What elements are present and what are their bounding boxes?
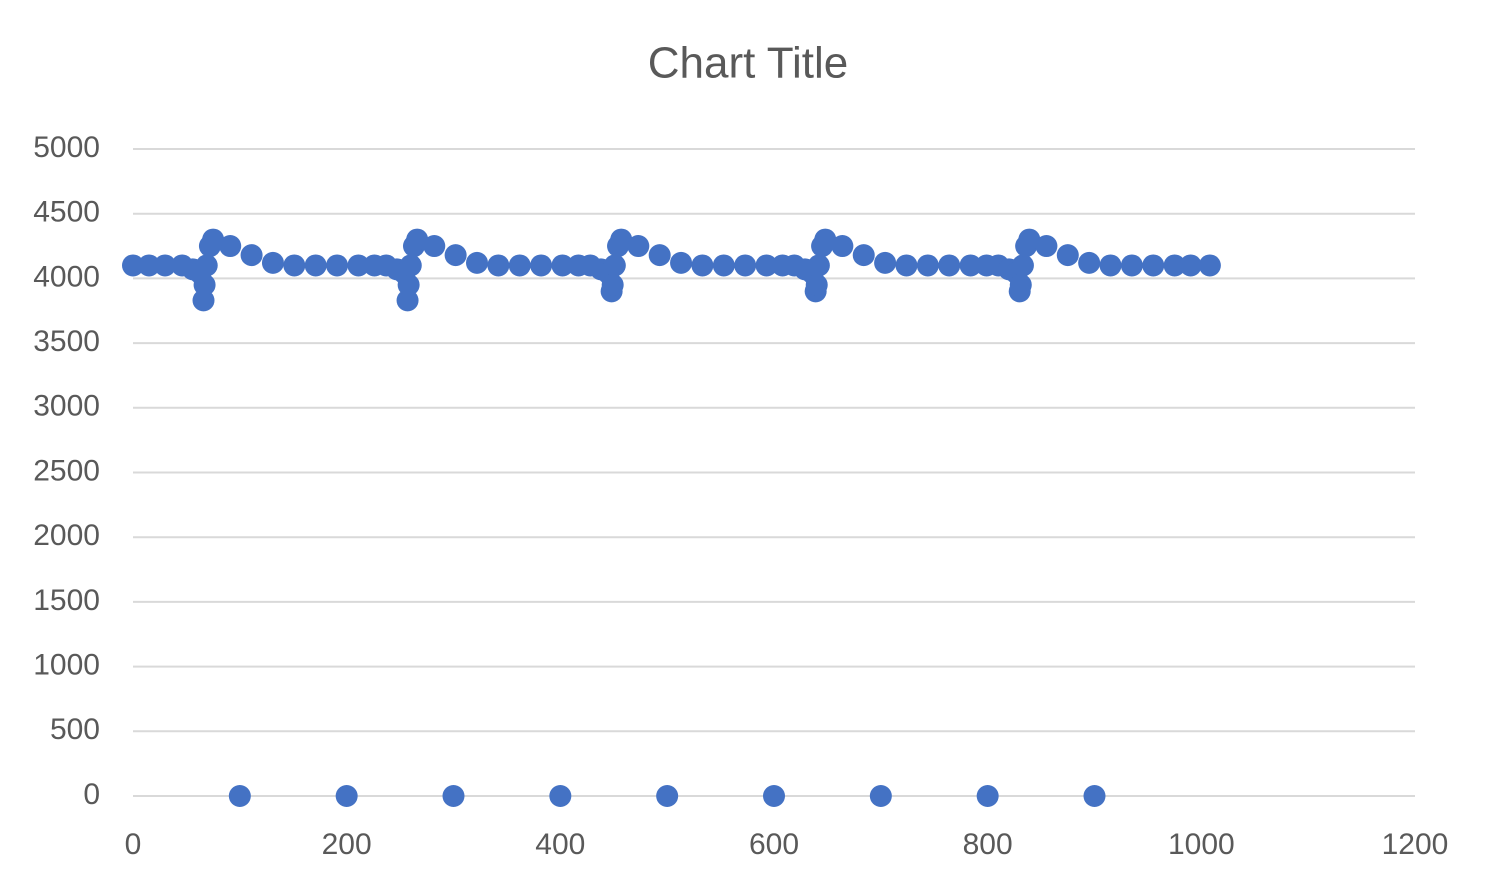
data-point: [304, 254, 327, 277]
data-point: [423, 235, 446, 258]
data-point: [1163, 254, 1186, 277]
data-point: [814, 228, 837, 251]
data-point: [138, 254, 161, 277]
data-point: [487, 254, 510, 277]
data-point: [444, 244, 467, 267]
data-point: [895, 254, 918, 277]
data-point: [1078, 251, 1101, 274]
data-point: [755, 254, 778, 277]
data-point: [1099, 254, 1122, 277]
data-point: [406, 228, 429, 251]
y-tick-label: 5000: [33, 131, 100, 164]
data-point: [261, 251, 284, 274]
data-point: [734, 254, 757, 277]
data-point: [195, 254, 218, 277]
data-point: [549, 785, 572, 807]
data-point: [1035, 235, 1058, 258]
x-tick-label: 600: [749, 828, 799, 861]
data-point: [1120, 254, 1143, 277]
data-point: [670, 251, 693, 274]
data-point: [959, 254, 982, 277]
data-point: [852, 244, 875, 267]
data-point: [442, 785, 465, 807]
y-tick-label: 4500: [33, 196, 100, 229]
data-point: [1009, 273, 1032, 296]
x-tick-label: 800: [963, 828, 1013, 861]
x-tick-label: 1200: [1382, 828, 1449, 861]
data-point: [1011, 254, 1034, 277]
x-tick-label: 1000: [1168, 828, 1235, 861]
data-point: [1083, 785, 1106, 807]
data-point: [691, 254, 714, 277]
data-point: [219, 235, 242, 258]
data-point: [1179, 254, 1202, 277]
data-point: [807, 254, 830, 277]
data-point: [122, 254, 144, 277]
y-tick-label: 500: [50, 713, 100, 746]
data-point: [335, 785, 358, 807]
data-point: [916, 254, 939, 277]
y-tick-label: 1000: [33, 649, 100, 682]
data-point: [399, 254, 422, 277]
data-point: [601, 273, 624, 296]
data-point: [228, 785, 251, 807]
y-tick-label: 1500: [33, 584, 100, 617]
data-point: [869, 785, 892, 807]
x-tick-label: 400: [535, 828, 585, 861]
chart-title: Chart Title: [648, 39, 849, 88]
data-point: [530, 254, 553, 277]
data-point: [938, 254, 961, 277]
data-point: [240, 244, 263, 267]
data-point: [154, 254, 177, 277]
data-point: [805, 273, 828, 296]
data-point: [874, 251, 897, 274]
data-point: [1056, 244, 1079, 267]
data-point: [610, 228, 633, 251]
data-point: [648, 244, 671, 267]
data-point: [1142, 254, 1165, 277]
y-tick-label: 3000: [33, 390, 100, 423]
y-tick-label: 2000: [33, 519, 100, 552]
data-point: [831, 235, 854, 258]
data-point: [603, 254, 626, 277]
data-point: [763, 785, 785, 807]
data-point: [466, 251, 489, 274]
x-tick-label: 0: [125, 828, 142, 861]
y-tick-label: 2500: [33, 454, 100, 487]
data-point: [551, 254, 574, 277]
data-point: [193, 273, 216, 296]
data-point: [627, 235, 650, 258]
x-tick-label: 200: [322, 828, 372, 861]
data-point: [397, 273, 420, 296]
y-tick-label: 4000: [33, 260, 100, 293]
y-tick-label: 3500: [33, 325, 100, 358]
data-point: [976, 785, 999, 807]
data-point: [283, 254, 306, 277]
data-point: [508, 254, 531, 277]
data-point: [712, 254, 735, 277]
data-point: [1198, 254, 1221, 277]
data-point: [326, 254, 349, 277]
data-point: [347, 254, 370, 277]
data-point: [1018, 228, 1041, 251]
data-point: [202, 228, 225, 251]
data-point: [656, 785, 679, 807]
y-tick-label: 0: [83, 778, 100, 811]
